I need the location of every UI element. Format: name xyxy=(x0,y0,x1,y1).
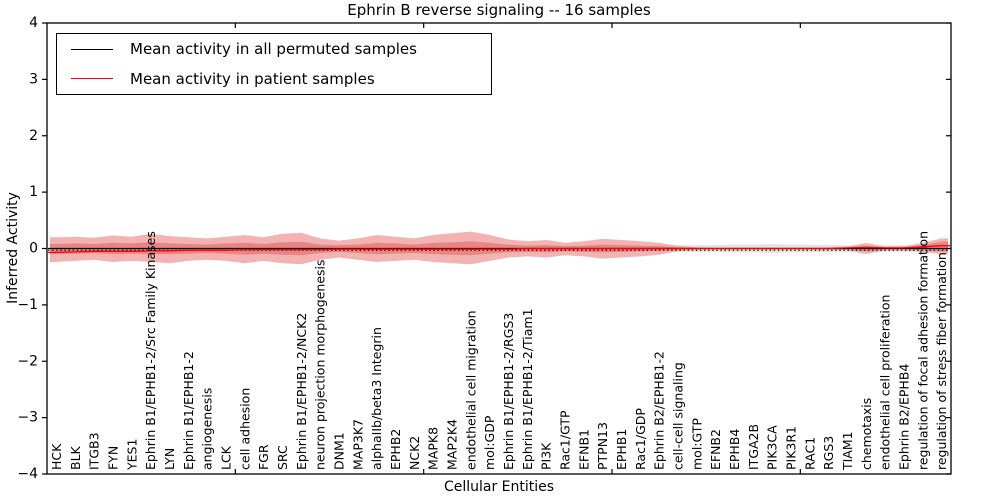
category-label: TIAM1 xyxy=(840,431,855,471)
y-axis-label: Inferred Activity xyxy=(5,192,21,304)
category-label: Rac1/GDP xyxy=(633,408,648,470)
category-label: LYN xyxy=(162,448,177,470)
category-label: mol:GTP xyxy=(689,418,704,470)
legend-label-permuted: Mean activity in all permuted samples xyxy=(130,40,417,59)
category-label: Rac1/GTP xyxy=(557,410,572,470)
category-label: RGS3 xyxy=(821,436,836,470)
category-label: EPHB4 xyxy=(727,429,742,470)
category-label: Ephrin B1/EPHB1-2/Src Family Kinases xyxy=(143,231,158,470)
category-label: EPHB2 xyxy=(388,429,403,470)
category-label: FYN xyxy=(105,446,120,470)
legend-item-patient: Mean activity in patient samples xyxy=(57,65,491,93)
category-label: PI3K xyxy=(539,442,554,470)
legend-label-patient: Mean activity in patient samples xyxy=(130,69,375,88)
category-label: Ephrin B1/EPHB1-2/NCK2 xyxy=(294,313,309,470)
category-label: EFNB2 xyxy=(708,429,723,470)
category-label: Ephrin B2/EPHB1-2 xyxy=(652,351,667,470)
category-label: alphaIIb/beta3 Integrin xyxy=(369,327,384,470)
category-label: PIK3CA xyxy=(765,425,780,470)
category-label: YES1 xyxy=(124,439,139,471)
category-label: BLK xyxy=(68,445,83,470)
category-label: neuron projection morphogenesis xyxy=(313,259,328,470)
category-label: Ephrin B1/EPHB1-2/Tiam1 xyxy=(520,308,535,470)
category-label: LCK xyxy=(218,445,233,470)
category-label: RAC1 xyxy=(802,437,817,470)
category-label: ITGB3 xyxy=(87,432,102,470)
category-label: MAP2K4 xyxy=(444,419,459,470)
category-label: MAP3K7 xyxy=(350,419,365,470)
category-label: regulation of stress fiber formation xyxy=(934,252,949,470)
category-label: regulation of focal adhesion formation xyxy=(915,231,930,470)
chart-title: Ephrin B reverse signaling -- 16 samples xyxy=(347,1,651,19)
category-label: cell adhesion xyxy=(237,388,252,470)
series-line-mean-activity-in-patient-samples xyxy=(48,245,950,254)
y-tick-label: 0 xyxy=(29,241,38,257)
y-tick-label: −3 xyxy=(17,410,38,426)
category-label: HCK xyxy=(49,443,64,470)
category-label: cell-cell signaling xyxy=(670,362,685,470)
category-label: ITGA2B xyxy=(746,424,761,470)
category-label: endothelial cell proliferation xyxy=(878,295,893,470)
category-label: Ephrin B2/EPHB4 xyxy=(896,364,911,470)
category-label: SRC xyxy=(275,445,290,470)
category-label: endothelial cell migration xyxy=(463,310,478,470)
category-label: EPHB1 xyxy=(614,429,629,470)
category-label: EFNB1 xyxy=(576,429,591,470)
y-tick-label: −4 xyxy=(17,466,38,482)
category-label: DNM1 xyxy=(331,432,346,470)
legend: Mean activity in all permuted samples Me… xyxy=(56,33,492,95)
y-tick-label: 3 xyxy=(29,71,38,87)
category-label: Ephrin B1/EPHB1-2/RGS3 xyxy=(501,313,516,470)
category-label: PIK3R1 xyxy=(783,426,798,470)
y-tick-label: −2 xyxy=(17,353,38,369)
category-label: FGR xyxy=(256,444,271,470)
legend-item-permuted: Mean activity in all permuted samples xyxy=(57,35,491,63)
permuted-line-swatch xyxy=(71,48,113,50)
y-tick-label: 4 xyxy=(29,15,38,31)
y-tick-label: 2 xyxy=(29,128,38,144)
patient-line-swatch xyxy=(71,78,113,80)
category-label: NCK2 xyxy=(407,436,422,470)
category-label: mol:GDP xyxy=(482,415,497,470)
category-label: PTPN13 xyxy=(595,422,610,470)
x-axis-label: Cellular Entities xyxy=(443,479,555,495)
y-tick-label: −1 xyxy=(17,297,38,313)
y-tick-label: 1 xyxy=(29,184,38,200)
category-label: MAPK8 xyxy=(426,427,441,470)
category-label: chemotaxis xyxy=(859,398,874,470)
category-label: angiogenesis xyxy=(200,388,215,470)
category-label: Ephrin B1/EPHB1-2 xyxy=(181,351,196,470)
